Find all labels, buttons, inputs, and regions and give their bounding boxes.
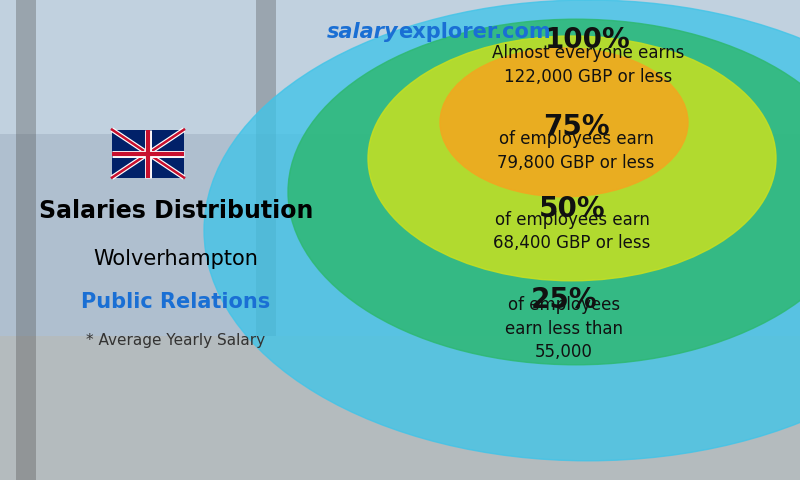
- Text: 75%: 75%: [542, 113, 610, 141]
- Text: 25%: 25%: [530, 286, 598, 314]
- Circle shape: [440, 48, 688, 197]
- Text: salary: salary: [326, 22, 398, 42]
- Text: 50%: 50%: [538, 195, 606, 223]
- Circle shape: [368, 36, 776, 281]
- Text: of employees earn
68,400 GBP or less: of employees earn 68,400 GBP or less: [494, 211, 650, 252]
- FancyBboxPatch shape: [256, 0, 276, 336]
- Text: * Average Yearly Salary: * Average Yearly Salary: [86, 333, 266, 348]
- FancyBboxPatch shape: [0, 0, 800, 134]
- Text: 100%: 100%: [545, 26, 631, 54]
- Circle shape: [288, 19, 800, 365]
- FancyBboxPatch shape: [112, 130, 184, 178]
- Text: of employees
earn less than
55,000: of employees earn less than 55,000: [505, 296, 623, 361]
- Text: Public Relations: Public Relations: [82, 292, 270, 312]
- Text: Salaries Distribution: Salaries Distribution: [39, 199, 313, 223]
- Text: of employees earn
79,800 GBP or less: of employees earn 79,800 GBP or less: [498, 131, 654, 172]
- Text: Wolverhampton: Wolverhampton: [94, 249, 258, 269]
- Text: Almost everyone earns
122,000 GBP or less: Almost everyone earns 122,000 GBP or les…: [492, 44, 684, 85]
- FancyBboxPatch shape: [0, 336, 800, 480]
- FancyBboxPatch shape: [0, 134, 800, 336]
- Text: explorer.com: explorer.com: [398, 22, 551, 42]
- Circle shape: [204, 0, 800, 461]
- FancyBboxPatch shape: [16, 0, 36, 480]
